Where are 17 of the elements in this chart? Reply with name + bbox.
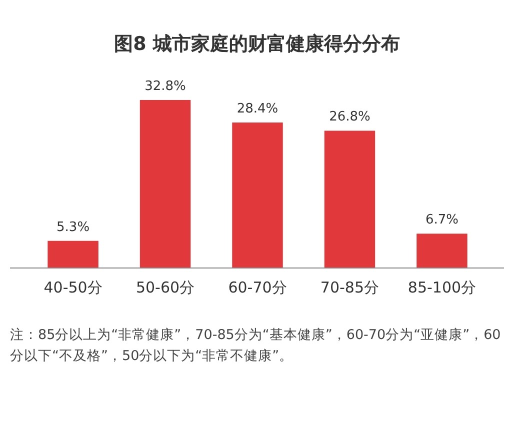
- bar: [140, 100, 191, 268]
- chart-title: 图8 城市家庭的财富健康得分分布: [114, 33, 400, 55]
- x-tick-label: 85-100分: [408, 278, 476, 297]
- x-tick-label: 60-70分: [228, 278, 287, 297]
- text: 注：85分以上为“非常健康”，70-85分为“基本健康”，60-70分为“亚健康”，60分以下“不及格”，50分以下为“非常不健康”。: [10, 326, 502, 366]
- data-label: 5.3%: [56, 220, 90, 235]
- data-label: 26.8%: [329, 110, 370, 125]
- bar: [324, 130, 376, 268]
- bar: [416, 234, 468, 268]
- x-tick-label: 50-60分: [136, 278, 195, 297]
- x-tick-label: 40-50分: [44, 278, 102, 297]
- bar: [48, 240, 98, 268]
- x-tick-label: 70-85分: [320, 278, 380, 297]
- data-label: 28.4%: [236, 102, 278, 117]
- data-label: 32.8%: [144, 79, 186, 94]
- bar: [232, 122, 283, 268]
- data-label: 6.7%: [425, 212, 458, 228]
